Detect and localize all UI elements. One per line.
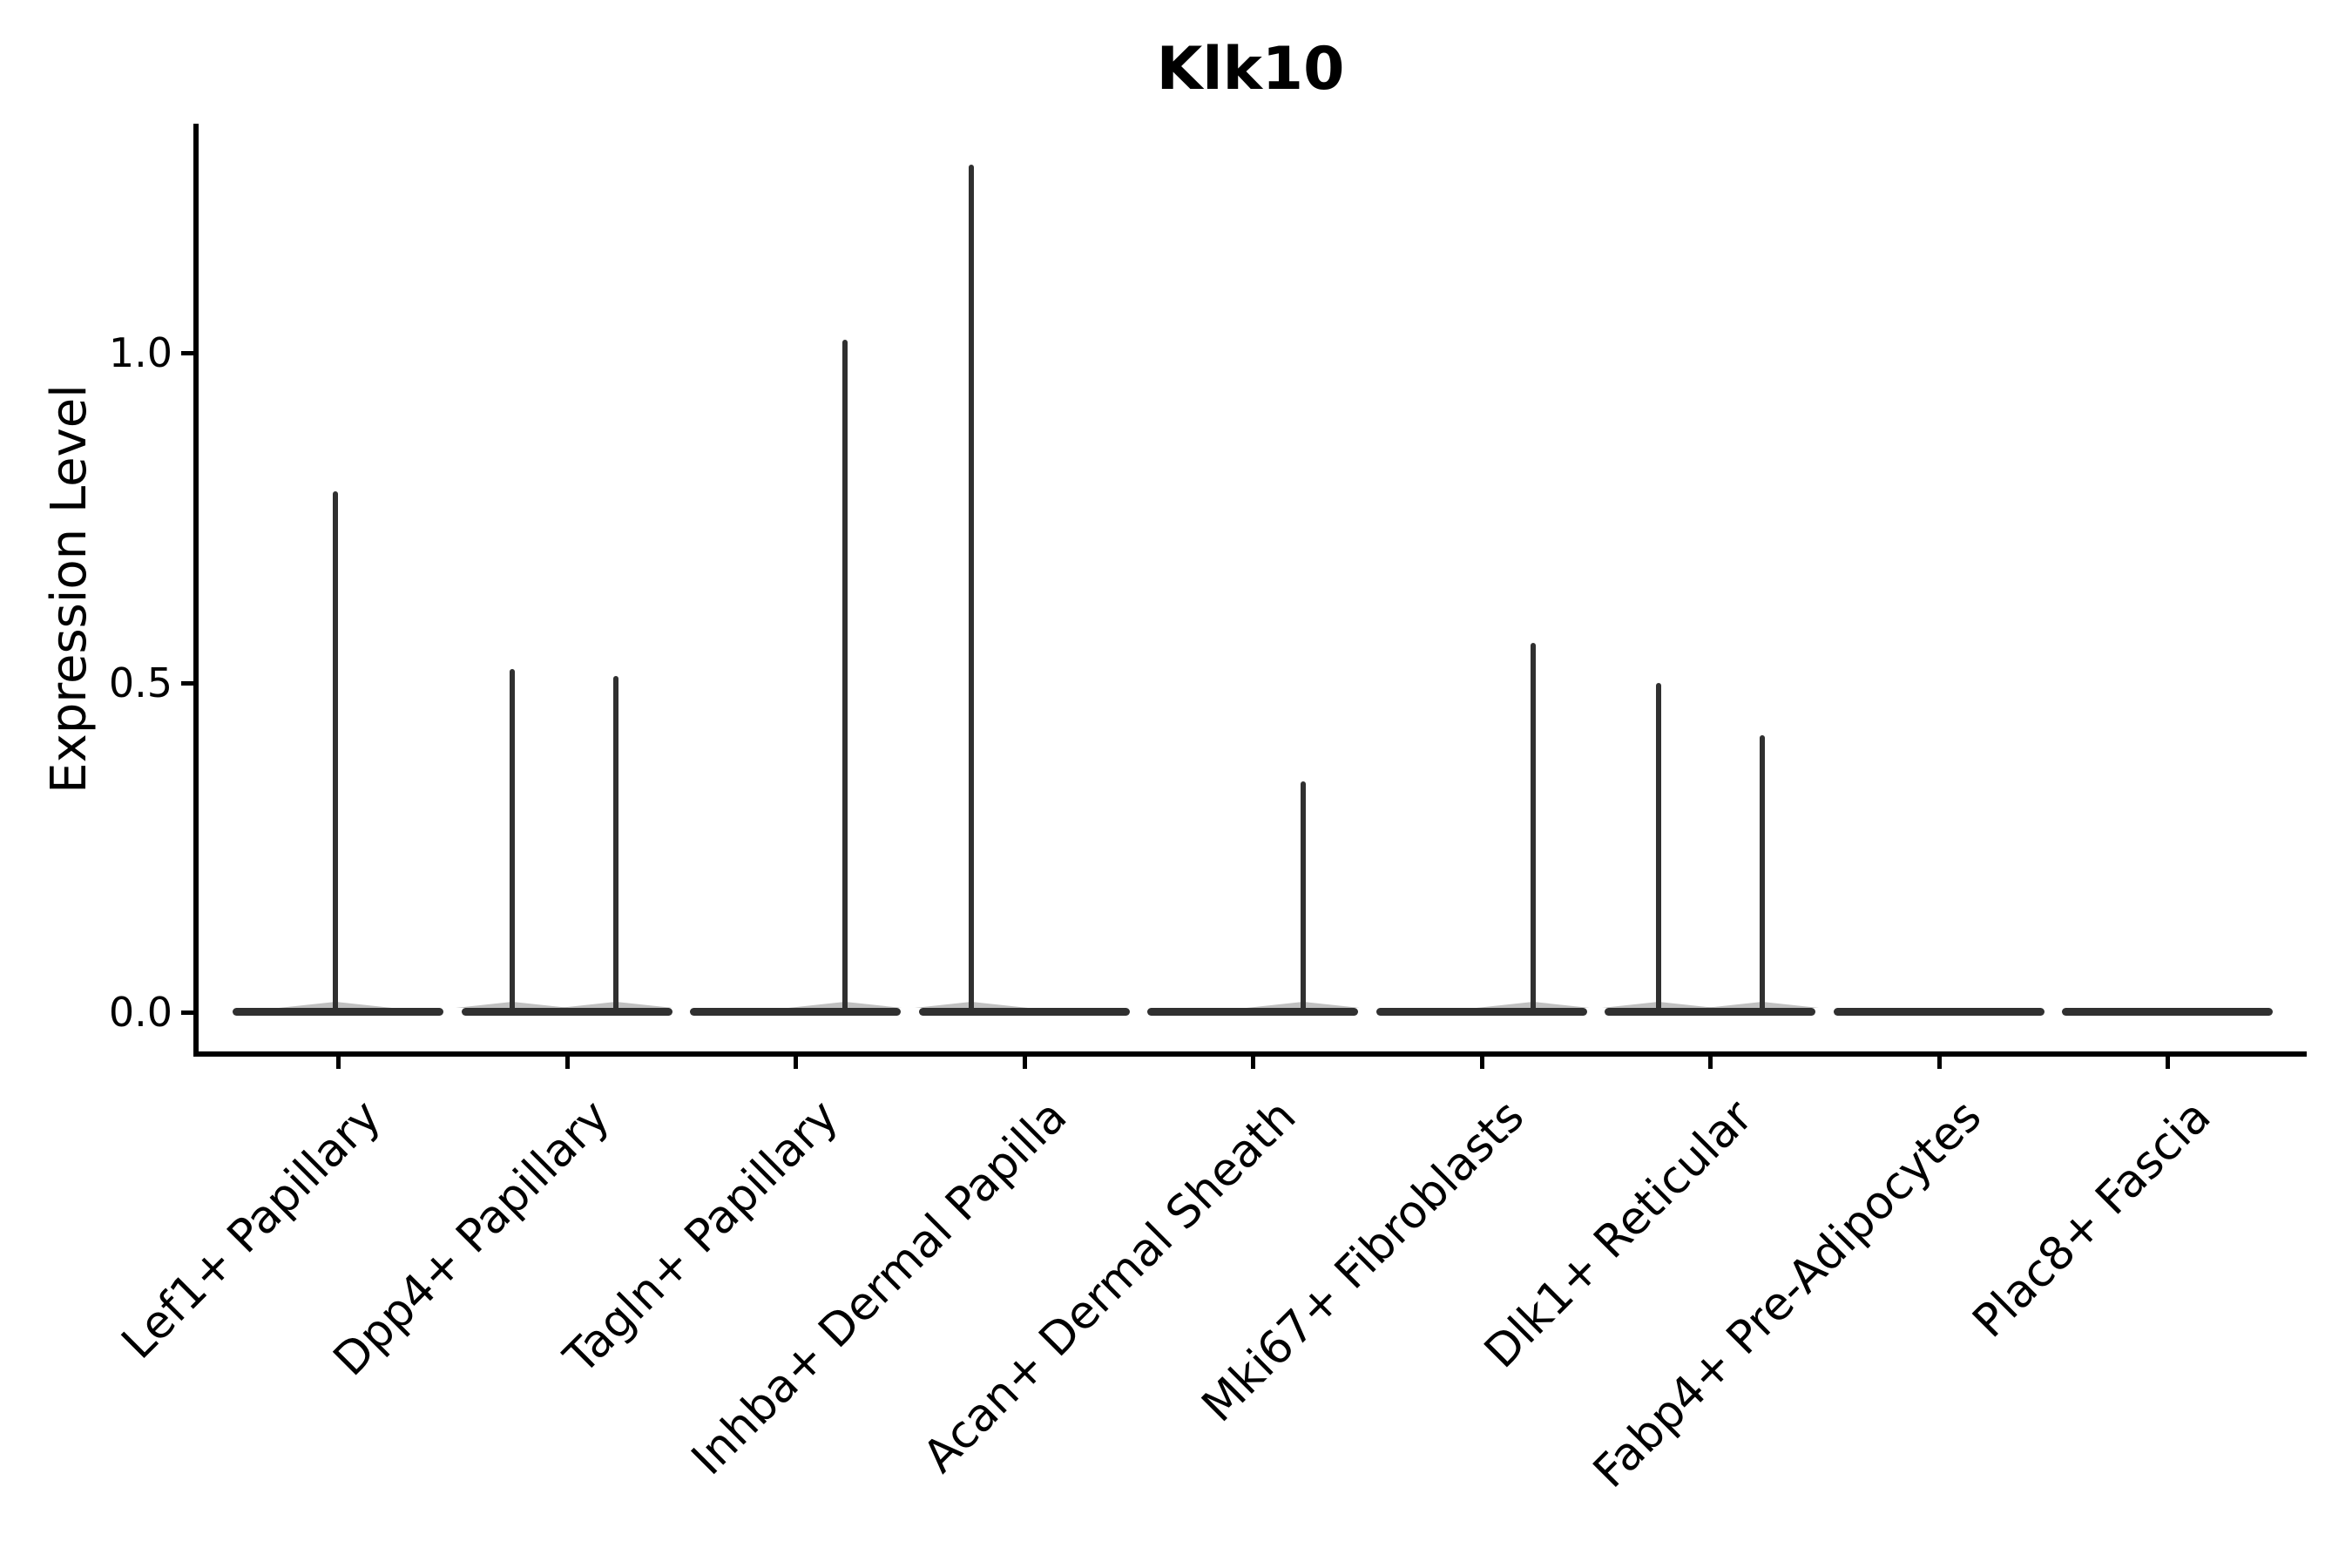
violin-base — [918, 1008, 1130, 1016]
violin-spike — [1531, 643, 1537, 1015]
x-axis-tick — [2166, 1057, 2170, 1069]
x-tick-label: Acan+ Dermal Sheath — [913, 1090, 1307, 1484]
violin-spike — [1655, 682, 1661, 1015]
violin-spike — [1760, 735, 1766, 1015]
violin-base — [1375, 1008, 1587, 1016]
y-axis-label: Expression Level — [41, 384, 98, 794]
x-axis-tick — [794, 1057, 798, 1069]
violin-base — [2062, 1008, 2273, 1016]
y-tick-label: 1.0 — [108, 329, 172, 376]
x-tick-label: Inhba+ Dermal Papilla — [682, 1090, 1078, 1486]
violin-base — [1833, 1008, 2044, 1016]
x-tick-label: Plac8+ Fascia — [1963, 1090, 2221, 1348]
x-axis-tick — [564, 1057, 570, 1069]
y-axis-tick — [181, 351, 193, 355]
violin-spike — [612, 675, 618, 1015]
x-axis-spine — [193, 1051, 2307, 1057]
chart-title: Klk10 — [1156, 35, 1345, 104]
violin-base — [461, 1008, 672, 1016]
violin-base — [690, 1008, 901, 1016]
violin-spike — [333, 490, 339, 1015]
y-tick-label: 0.5 — [108, 659, 172, 706]
x-axis-tick — [1479, 1057, 1484, 1069]
y-axis-tick — [181, 1010, 193, 1015]
x-axis-tick — [1936, 1057, 1942, 1069]
y-axis-tick — [181, 680, 193, 686]
violin-spike — [510, 669, 516, 1015]
violin-spike — [841, 339, 848, 1015]
x-tick-label: Fabp4+ Pre-Adipocytes — [1584, 1090, 1992, 1498]
y-tick-label: 0.0 — [108, 989, 172, 1036]
violin-spike — [969, 165, 975, 1015]
violin-base — [1147, 1008, 1358, 1016]
x-axis-tick — [1251, 1057, 1255, 1069]
x-axis-tick — [1708, 1057, 1713, 1069]
x-axis-tick — [336, 1057, 341, 1069]
violin-spike — [1301, 781, 1306, 1015]
x-axis-tick — [1022, 1057, 1027, 1069]
y-axis-spine — [193, 124, 199, 1056]
violin-base — [1605, 1008, 1815, 1016]
